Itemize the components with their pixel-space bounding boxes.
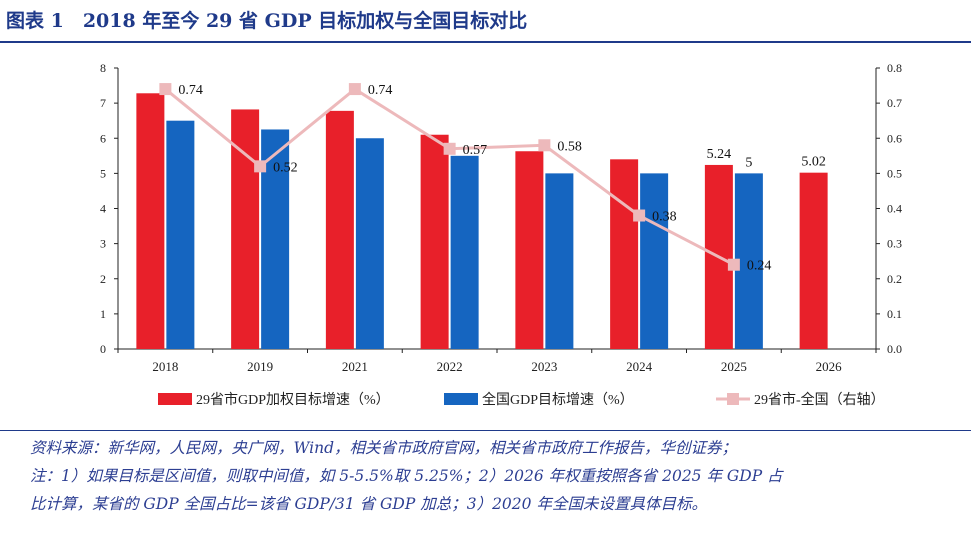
bar-provincial <box>325 110 354 349</box>
x-tick-label: 2021 <box>342 359 368 374</box>
notes-source: 资料来源：新华网，人民网，央广网，Wind，相关省市政府官网，相关省市政府工作报… <box>30 439 738 457</box>
legend-label: 29省市-全国（右轴） <box>754 391 885 408</box>
bar-national <box>355 138 384 349</box>
bar-national <box>545 173 574 349</box>
bar-provincial <box>610 159 639 349</box>
y-right-tick-label: 0.8 <box>887 61 902 75</box>
line-marker <box>254 160 267 173</box>
x-tick-label: 2022 <box>437 359 463 374</box>
y-left-tick-label: 2 <box>100 272 106 286</box>
bar-provincial <box>136 93 165 349</box>
x-tick-label: 2025 <box>721 359 747 374</box>
bar-provincial <box>799 172 828 349</box>
legend-swatch-diff-marker <box>727 393 739 405</box>
line-data-label: 0.58 <box>557 139 582 154</box>
notes-line-1: 注：1）如果目标是区间值，则取中间值，如 5-5.5%取 5.25%；2）202… <box>30 467 783 485</box>
line-data-label: 0.74 <box>368 83 393 98</box>
y-right-tick-label: 0.5 <box>887 166 902 180</box>
notes-divider <box>0 430 971 431</box>
y-right-tick-label: 0.3 <box>887 237 902 251</box>
notes-line-2: 比计算，某省的 GDP 全国占比=该省 GDP/31 省 GDP 加总；3）20… <box>30 495 707 513</box>
line-marker <box>633 209 646 222</box>
legend-swatch-provincial <box>158 393 192 405</box>
y-left-tick-label: 1 <box>100 307 106 321</box>
bar-national <box>450 155 479 349</box>
chart: 0 1 2 3 4 5 6 7 8 0.0 0.1 0.2 0.3 0.4 0.5 0.6 0.7 0.8 2018… <box>100 61 902 408</box>
y-right-tick-label: 0.1 <box>887 307 902 321</box>
y-right-tick-label: 0.7 <box>887 96 902 110</box>
legend-label: 全国GDP目标增速（%） <box>482 391 634 408</box>
bar-data-label: 5 <box>745 155 752 170</box>
x-tick-label: 2018 <box>152 359 178 374</box>
line-marker <box>348 83 361 96</box>
bar-provincial <box>420 134 449 349</box>
line-marker <box>159 83 172 96</box>
x-tick-label: 2023 <box>531 359 557 374</box>
chart-area: 0 1 2 3 4 5 6 7 8 0.0 0.1 0.2 0.3 0.4 0.5 0.6 0.7 0.8 2018… <box>70 44 970 426</box>
y-left-tick-label: 8 <box>100 61 106 75</box>
x-tick-label: 2024 <box>626 359 653 374</box>
x-tick-label: 2019 <box>247 359 273 374</box>
title-divider <box>0 41 971 43</box>
line-data-label: 0.24 <box>747 259 772 274</box>
line-data-label: 0.57 <box>463 143 488 158</box>
line-data-label: 0.52 <box>273 160 298 175</box>
line-marker <box>443 142 456 155</box>
line-data-label: 0.74 <box>178 83 203 98</box>
x-tick-label: 2026 <box>816 359 843 374</box>
y-left-tick-label: 5 <box>100 166 106 180</box>
line-marker <box>727 258 740 271</box>
bar-provincial <box>231 109 260 349</box>
y-right-tick-label: 0.4 <box>887 202 902 216</box>
line-marker <box>538 139 551 152</box>
y-left-tick-label: 6 <box>100 131 106 145</box>
notes: 资料来源：新华网，人民网，央广网，Wind，相关省市政府官网，相关省市政府工作报… <box>30 434 960 518</box>
legend-swatch-national <box>444 393 478 405</box>
y-right-tick-label: 0.0 <box>887 342 902 356</box>
legend-label: 29省市GDP加权目标增速（%） <box>196 391 390 408</box>
y-left-tick-label: 0 <box>100 342 106 356</box>
y-left-tick-label: 7 <box>100 96 106 110</box>
bar-data-label: 5.02 <box>801 155 826 170</box>
bar-provincial <box>515 151 544 349</box>
bar-national <box>166 120 195 349</box>
bar-national <box>640 173 669 349</box>
y-right-tick-label: 0.2 <box>887 272 902 286</box>
y-left-tick-label: 3 <box>100 237 106 251</box>
y-left-tick-label: 4 <box>100 202 106 216</box>
y-right-tick-label: 0.6 <box>887 131 902 145</box>
line-data-label: 0.38 <box>652 210 677 225</box>
bar-data-label: 5.24 <box>707 147 732 162</box>
page-title: 图表 1 2018 年至今 29 省 GDP 目标加权与全国目标对比 <box>6 10 528 32</box>
